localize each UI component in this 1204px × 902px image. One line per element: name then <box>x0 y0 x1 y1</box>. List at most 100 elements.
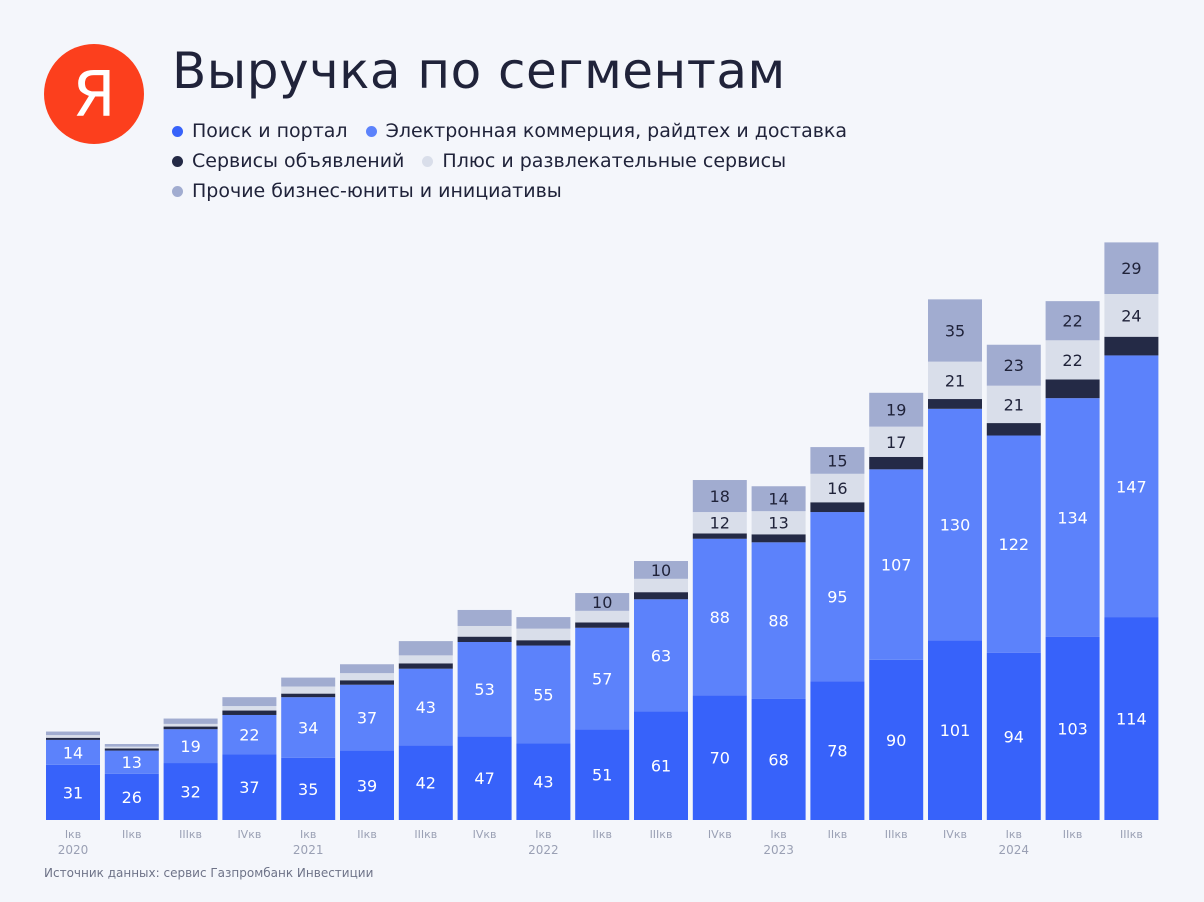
bar-segment <box>457 625 512 637</box>
bar-value-label: 53 <box>474 680 494 699</box>
bar-value-label: 63 <box>651 646 671 665</box>
bar-value-label: 13 <box>122 753 142 772</box>
bar-segment <box>457 736 512 820</box>
x-tick-label: IIкв <box>357 828 377 841</box>
bar-segment <box>869 426 924 457</box>
x-tick-label: IVкв <box>708 828 732 841</box>
bar-value-label: 10 <box>592 593 612 612</box>
bar-value-label: 101 <box>940 721 971 740</box>
bar-segment <box>1045 398 1100 637</box>
x-year-label: 2024 <box>999 843 1030 857</box>
bar-value-label: 90 <box>886 731 906 750</box>
bar-segment <box>46 739 100 765</box>
bar-segment <box>575 729 630 820</box>
bar-segment <box>457 642 512 737</box>
bar-segment <box>810 502 865 513</box>
bar-segment <box>281 677 336 687</box>
bar-value-label: 26 <box>122 788 142 807</box>
bar-value-label: 21 <box>945 371 965 390</box>
bar-segment <box>751 511 806 535</box>
x-tick-label: IVкв <box>237 828 261 841</box>
bar-segment <box>281 757 336 820</box>
bar-segment <box>692 538 747 696</box>
bar-value-label: 51 <box>592 766 612 785</box>
bar-value-label: 35 <box>945 322 965 341</box>
bar-segment <box>810 473 865 503</box>
bar-value-label: 14 <box>768 490 788 509</box>
legend-label: Прочие бизнес-юниты и инициативы <box>192 180 562 202</box>
legend-row: Поиск и портал Электронная коммерция, рай… <box>172 116 932 146</box>
legend-dot-icon <box>365 125 377 137</box>
bar-stack: 78 95 16 15 <box>810 447 865 820</box>
bar-value-label: 23 <box>1004 356 1024 375</box>
bar-stack: 35 34 <box>281 677 336 820</box>
bar-segment <box>163 718 218 724</box>
bar-segment <box>575 622 630 628</box>
bar-value-label: 94 <box>1004 727 1024 746</box>
bar-value-label: 130 <box>940 516 971 535</box>
bar-segment <box>692 512 747 534</box>
bar-segment <box>751 542 806 699</box>
bar-segment <box>575 627 630 730</box>
legend-item: Поиск и портал <box>172 120 348 142</box>
bar-segment <box>398 668 453 746</box>
bar-segment <box>751 486 806 512</box>
bar-segment <box>1104 242 1159 295</box>
bar-segment <box>634 561 688 579</box>
x-tick-label: Iкв <box>65 828 81 841</box>
bar-segment <box>340 684 394 751</box>
bar-segment <box>104 773 159 820</box>
x-tick-label: Iкв <box>770 828 786 841</box>
x-tick-label: IIкв <box>1063 828 1083 841</box>
bar-value-label: 39 <box>357 776 377 795</box>
bar-segment <box>46 731 100 736</box>
bar-value-label: 134 <box>1057 508 1088 527</box>
bar-value-label: 78 <box>827 742 847 761</box>
legend-dot-icon <box>172 185 183 197</box>
bar-segment <box>634 578 688 593</box>
bar-segment <box>104 743 159 747</box>
bar-segment <box>516 640 571 646</box>
x-tick-label: Iкв <box>1006 828 1022 841</box>
bar-segment <box>1104 294 1159 337</box>
x-year-label: 2023 <box>763 843 794 857</box>
bar-segment <box>692 533 747 539</box>
x-tick-label: IIкв <box>592 828 612 841</box>
bar-segment <box>575 610 630 623</box>
bar-segment <box>222 754 277 820</box>
legend-label: Сервисы объявлений <box>192 150 405 172</box>
bar-segment <box>928 408 982 641</box>
bar-value-label: 18 <box>710 487 730 506</box>
bar-value-label: 12 <box>710 514 730 533</box>
bar-stack: 43 55 <box>516 617 571 820</box>
bar-value-label: 43 <box>533 773 553 792</box>
bar-value-label: 68 <box>768 750 788 769</box>
bar-segment <box>163 763 218 820</box>
bar-segment <box>634 711 688 820</box>
bar-value-label: 88 <box>710 608 730 627</box>
bar-segment <box>869 392 924 427</box>
bar-segment <box>104 750 159 774</box>
bar-segment <box>398 745 453 820</box>
bar-value-label: 103 <box>1057 719 1088 738</box>
bar-stack: 70 88 12 18 <box>692 480 747 820</box>
bar-stack: 51 57 10 <box>575 593 630 820</box>
bar-segment <box>104 748 159 751</box>
bar-segment <box>222 714 277 755</box>
bar-value-label: 24 <box>1121 306 1141 325</box>
bar-segment <box>810 447 865 474</box>
bar-value-label: 15 <box>827 451 847 470</box>
bar-segment <box>281 697 336 758</box>
bar-segment <box>1045 379 1100 399</box>
bar-value-label: 61 <box>651 757 671 776</box>
bar-segment <box>398 663 453 669</box>
bar-segment <box>457 609 512 626</box>
bar-value-label: 122 <box>999 535 1030 554</box>
legend-label: Плюс и развлекательные сервисы <box>442 150 787 172</box>
bar-value-label: 35 <box>298 780 318 799</box>
bar-segment <box>1104 617 1159 820</box>
legend-dot-icon <box>172 155 183 167</box>
bar-stack: 31 14 <box>46 731 100 820</box>
bar-segment <box>869 469 924 660</box>
